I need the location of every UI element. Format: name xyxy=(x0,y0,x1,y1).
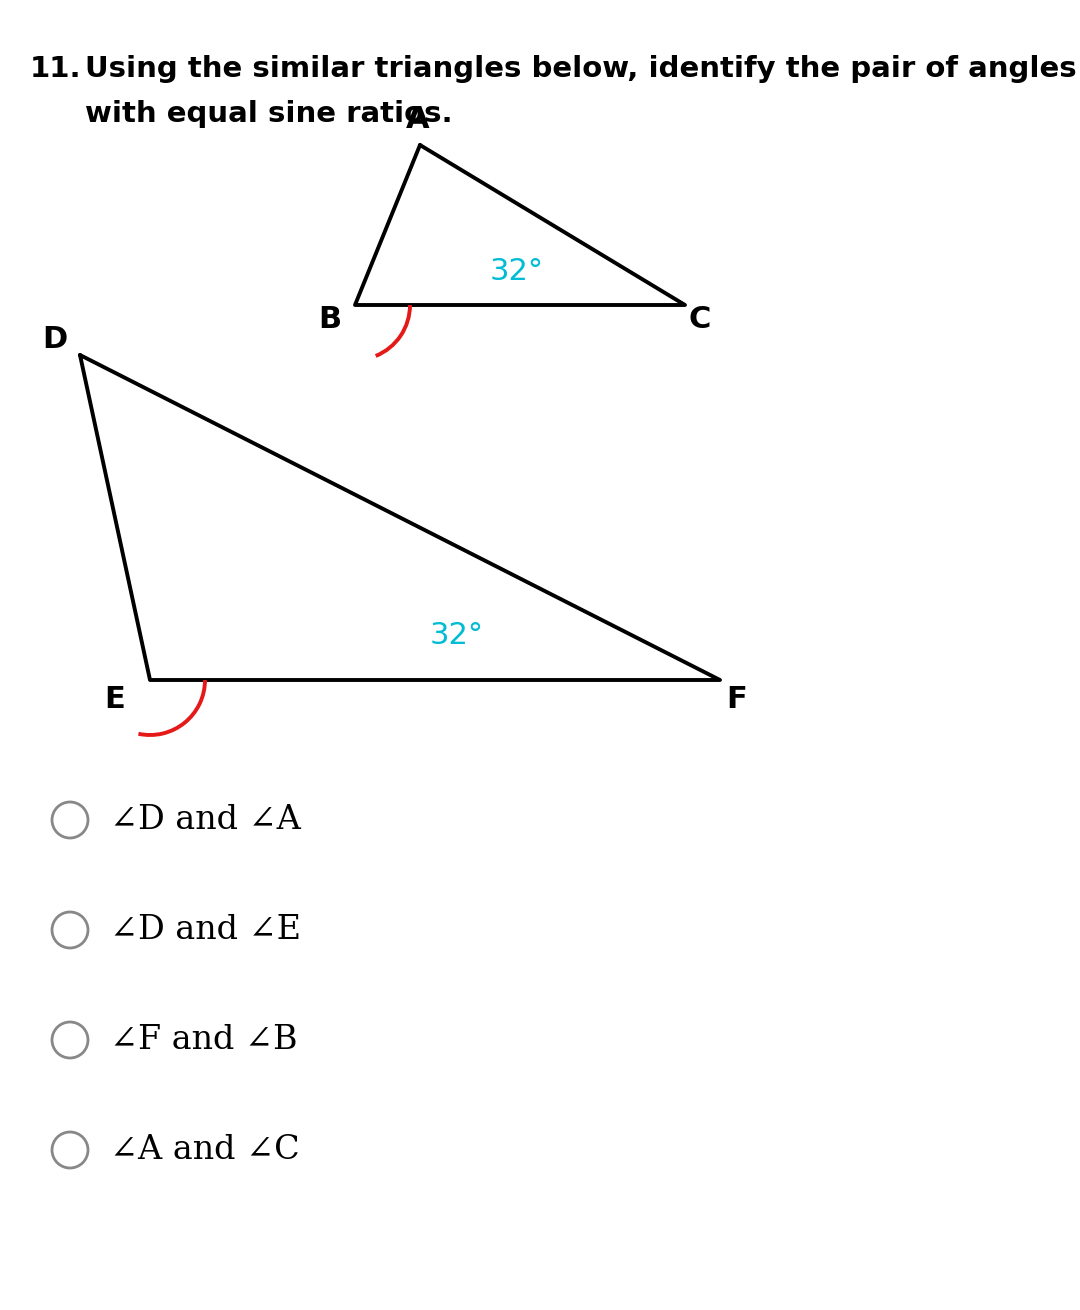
Text: A: A xyxy=(406,106,430,135)
Text: ∠F and ∠B: ∠F and ∠B xyxy=(110,1024,297,1056)
Text: C: C xyxy=(689,305,712,334)
Text: ∠D and ∠E: ∠D and ∠E xyxy=(110,914,301,946)
Text: D: D xyxy=(42,325,68,355)
Text: ∠D and ∠A: ∠D and ∠A xyxy=(110,804,301,836)
Text: Using the similar triangles below, identify the pair of angles: Using the similar triangles below, ident… xyxy=(85,55,1077,83)
Text: F: F xyxy=(727,685,747,714)
Text: 32°: 32° xyxy=(490,258,544,287)
Text: B: B xyxy=(319,305,341,334)
Text: with equal sine ratios.: with equal sine ratios. xyxy=(85,100,453,128)
Text: 11.: 11. xyxy=(30,55,82,83)
Text: ∠A and ∠C: ∠A and ∠C xyxy=(110,1134,299,1166)
Text: 32°: 32° xyxy=(430,621,484,650)
Text: E: E xyxy=(105,685,125,714)
